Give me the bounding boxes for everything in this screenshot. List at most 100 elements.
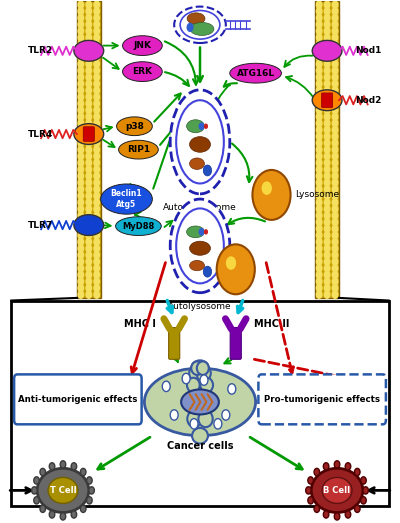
Circle shape [94,120,100,127]
Circle shape [262,181,272,195]
Circle shape [332,225,338,232]
Circle shape [316,212,322,219]
Circle shape [86,54,92,61]
Circle shape [203,165,212,176]
Ellipse shape [37,468,89,513]
Circle shape [78,252,84,259]
Circle shape [80,505,86,513]
Circle shape [332,54,338,61]
Circle shape [86,245,92,252]
Circle shape [354,505,360,513]
Circle shape [182,373,190,384]
Circle shape [78,14,84,21]
Circle shape [324,80,330,87]
Circle shape [94,14,100,21]
Circle shape [86,47,92,54]
Circle shape [316,232,322,239]
Ellipse shape [190,137,210,152]
Circle shape [332,126,338,133]
Circle shape [324,278,330,285]
Circle shape [94,113,100,120]
Circle shape [316,225,322,232]
Circle shape [94,271,100,278]
Circle shape [324,159,330,166]
Circle shape [332,1,338,8]
Circle shape [324,166,330,173]
Circle shape [316,278,322,285]
Text: TLR2: TLR2 [28,47,53,55]
Circle shape [86,8,92,15]
Circle shape [86,87,92,94]
Circle shape [94,153,100,160]
Circle shape [324,34,330,41]
Ellipse shape [122,62,162,82]
Circle shape [334,513,340,520]
Circle shape [94,252,100,259]
Circle shape [324,199,330,206]
Circle shape [78,199,84,206]
Circle shape [332,27,338,35]
Circle shape [354,469,360,475]
Circle shape [78,87,84,94]
Circle shape [86,60,92,67]
Circle shape [86,199,92,206]
Text: p38: p38 [125,122,144,131]
Text: Pro-tumorigenic effects: Pro-tumorigenic effects [264,395,380,404]
Circle shape [332,87,338,94]
Circle shape [332,179,338,186]
Text: MHC I: MHC I [124,319,156,329]
Ellipse shape [74,214,104,235]
Ellipse shape [122,36,162,55]
FancyBboxPatch shape [258,374,386,424]
Circle shape [316,120,322,127]
Text: Lysosome: Lysosome [295,190,340,199]
Ellipse shape [118,140,158,159]
Circle shape [332,245,338,252]
Circle shape [332,34,338,41]
Circle shape [324,67,330,74]
Circle shape [324,126,330,133]
Circle shape [80,469,86,475]
Circle shape [86,74,92,81]
Text: MHC II: MHC II [254,319,289,329]
Circle shape [94,212,100,219]
Text: MyD88: MyD88 [122,222,154,231]
Circle shape [78,74,84,81]
Circle shape [324,8,330,15]
Circle shape [78,238,84,245]
Circle shape [332,113,338,120]
Circle shape [86,271,92,278]
Circle shape [316,258,322,265]
Circle shape [324,41,330,48]
Circle shape [324,107,330,114]
Circle shape [94,8,100,15]
Circle shape [94,238,100,245]
Circle shape [86,285,92,292]
Circle shape [324,47,330,54]
Circle shape [94,166,100,173]
Circle shape [324,179,330,186]
FancyBboxPatch shape [169,327,180,359]
Circle shape [94,93,100,100]
Circle shape [324,206,330,212]
Circle shape [226,256,236,270]
Circle shape [78,80,84,87]
Ellipse shape [174,7,226,43]
Circle shape [228,384,236,394]
Ellipse shape [190,260,204,271]
Circle shape [71,463,77,470]
Circle shape [332,258,338,265]
Circle shape [78,93,84,100]
Circle shape [86,291,92,298]
Ellipse shape [180,10,220,39]
Circle shape [324,219,330,226]
Circle shape [332,238,338,245]
Circle shape [332,107,338,114]
Circle shape [252,170,290,220]
Ellipse shape [176,100,224,184]
Circle shape [86,238,92,245]
Text: Beclin1
Atg5: Beclin1 Atg5 [111,189,142,209]
Circle shape [332,100,338,107]
Circle shape [78,159,84,166]
Circle shape [78,47,84,54]
